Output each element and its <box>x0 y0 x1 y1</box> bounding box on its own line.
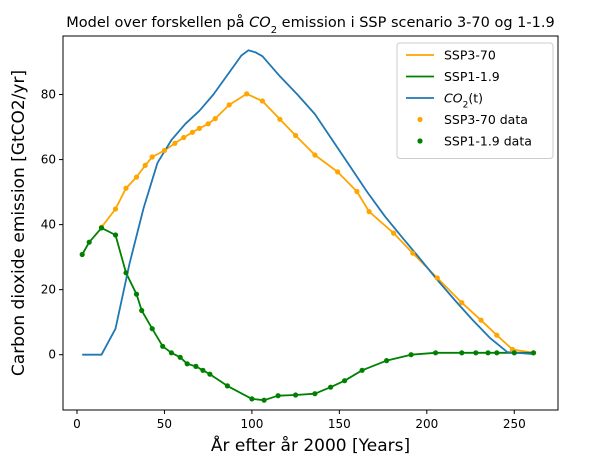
legend: SSP3-70 SSP1-1.9 CO2(t)SSP3-70 data SSP1-1.… <box>396 42 554 159</box>
y-axis-title: Carbon dioxide emission [GtCO2/yr] <box>9 70 29 376</box>
data-point-1 <box>123 185 129 191</box>
data-point-1 <box>293 132 299 139</box>
data-point-2 <box>200 367 206 373</box>
title-text-end: emission i SSP scenario 3-70 og 1-1.9 <box>277 15 555 31</box>
data-point-1 <box>366 209 372 215</box>
x-axis-title: År efter år 2000 [Years] <box>211 434 410 456</box>
data-point-1 <box>312 152 318 158</box>
series-line-3 <box>82 49 534 356</box>
y-tick-label: 80 <box>41 88 56 102</box>
data-point-2 <box>168 350 174 356</box>
chart-title: Model over forskellen på CO2 emission i … <box>66 14 554 36</box>
data-point-2 <box>160 343 166 349</box>
data-point-2 <box>312 391 318 397</box>
data-point-1 <box>410 250 416 256</box>
data-point-2 <box>408 352 414 358</box>
data-point-2 <box>261 397 267 403</box>
y-tick-label: 20 <box>41 283 56 297</box>
legend-label: CO2(t) <box>444 91 483 111</box>
data-point-1 <box>459 300 465 306</box>
data-point-2 <box>133 291 140 297</box>
data-point-1 <box>112 206 119 212</box>
data-point-2 <box>224 383 230 389</box>
x-tick-label: 200 <box>415 417 438 431</box>
y-tick-label: 60 <box>41 153 56 167</box>
data-point-2 <box>149 326 155 332</box>
data-point-1 <box>259 98 265 104</box>
data-point-2 <box>177 354 183 360</box>
data-point-1 <box>434 275 440 281</box>
data-point-2 <box>79 251 85 258</box>
data-point-1 <box>133 174 140 180</box>
data-point-2 <box>384 358 390 364</box>
x-tick-label: 100 <box>240 417 263 431</box>
data-point-1 <box>244 91 250 97</box>
data-point-2 <box>473 350 479 356</box>
data-point-2 <box>494 350 500 356</box>
data-point-2 <box>328 384 334 390</box>
legend-label: SSP1-1.9 <box>444 69 500 84</box>
legend-point-swatch <box>417 138 423 144</box>
data-point-1 <box>149 154 155 160</box>
plot-area <box>79 49 537 403</box>
data-point-2 <box>193 363 199 369</box>
data-point-1 <box>335 169 341 175</box>
data-point-2 <box>98 225 105 231</box>
data-point-2 <box>123 270 129 276</box>
data-point-2 <box>139 307 145 314</box>
data-point-2 <box>249 396 255 402</box>
axes-frame <box>62 35 559 411</box>
series-line-2 <box>81 227 534 402</box>
data-point-2 <box>275 393 281 399</box>
data-point-1 <box>181 134 187 141</box>
data-point-2 <box>184 361 190 367</box>
data-point-2 <box>530 350 537 356</box>
legend-label: SSP3-70 data <box>444 112 528 127</box>
data-point-2 <box>359 367 365 373</box>
data-point-2 <box>342 378 348 384</box>
data-point-1 <box>212 116 218 122</box>
y-tick-label: 0 <box>48 348 56 362</box>
x-tick-label: 0 <box>73 417 81 431</box>
data-point-1 <box>354 188 360 195</box>
y-tick-label: 40 <box>41 218 56 232</box>
x-tick-label: 150 <box>328 417 351 431</box>
data-point-2 <box>112 232 119 238</box>
data-point-2 <box>433 350 439 356</box>
data-point-2 <box>459 350 465 356</box>
legend-label: SSP1-1.9 data <box>444 134 532 149</box>
data-point-2 <box>86 239 92 245</box>
data-point-2 <box>511 350 517 356</box>
data-point-1 <box>205 121 211 127</box>
data-point-1 <box>478 317 484 323</box>
data-point-1 <box>226 102 232 108</box>
legend-items: SSP3-70 SSP1-1.9 CO2(t)SSP3-70 data SSP1-1.… <box>406 48 532 149</box>
data-point-1 <box>196 125 202 131</box>
title-text-start: Model over forskellen på <box>66 14 249 31</box>
data-point-1 <box>189 129 195 135</box>
data-point-1 <box>142 162 148 168</box>
data-point-2 <box>207 371 213 377</box>
data-point-1 <box>277 116 283 122</box>
data-point-1 <box>172 140 178 146</box>
data-point-2 <box>485 350 491 356</box>
data-point-1 <box>161 147 167 154</box>
data-point-2 <box>293 392 299 398</box>
title-co2-subscript: 2 <box>271 25 277 36</box>
legend-frame <box>396 42 554 159</box>
data-point-1 <box>391 230 397 236</box>
legend-point-swatch <box>417 116 423 123</box>
x-tick-label: 50 <box>157 417 172 431</box>
data-point-1 <box>494 332 500 338</box>
x-tick-label: 250 <box>503 417 526 431</box>
legend-label: SSP3-70 <box>444 48 496 63</box>
title-co2-symbol: CO <box>249 15 271 31</box>
